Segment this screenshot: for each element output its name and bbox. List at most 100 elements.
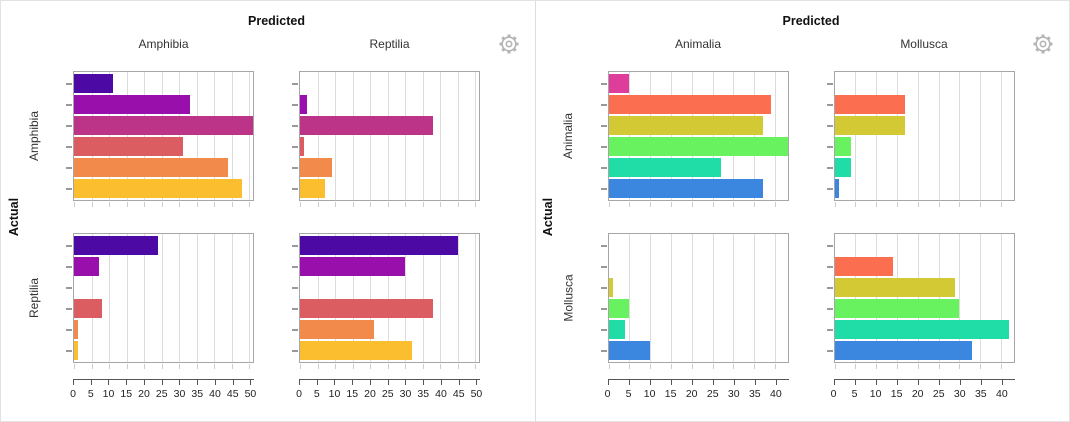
gridline [876,72,878,200]
settings-gear-icon[interactable] [496,32,522,58]
gridline [144,234,146,362]
bar[interactable] [74,299,103,318]
x-axis-tick-label: 35 [417,388,430,400]
settings-gear-icon[interactable] [1030,32,1056,58]
facet-bottom-tick [1001,364,1002,369]
gridline [855,72,857,200]
bar-row [600,256,788,277]
bar[interactable] [300,320,374,339]
bar[interactable] [834,137,852,156]
bar[interactable] [300,95,308,114]
facet-bottom-tick [457,202,459,207]
x-axis-tick [387,380,389,385]
x-axis-tick-label: 40 [435,388,447,400]
bar[interactable] [74,137,183,156]
bar-row [292,277,479,298]
y-axis-tick [292,187,298,190]
bar[interactable] [608,320,626,339]
bar[interactable] [608,74,630,93]
gridline [670,234,672,362]
bar[interactable] [74,158,229,177]
predicted-col-label: Amphibia [138,37,189,51]
x-axis-tick [232,380,234,385]
x-axis-tick [250,380,252,385]
x-axis-tick [73,380,74,385]
facet-bottom-tick [834,202,836,207]
gridline [712,234,714,362]
bar[interactable] [608,278,613,297]
bar[interactable] [74,257,99,276]
facet-bottom-tick [917,364,919,369]
y-axis-tick [66,187,72,190]
facet-bottom-tick [670,364,672,369]
y-axis-tick [600,349,607,352]
gridline [109,234,111,362]
bar[interactable] [300,341,413,360]
bar[interactable] [834,278,956,297]
bar[interactable] [608,137,788,156]
bar[interactable] [300,158,332,177]
bar-group [600,72,788,200]
bar[interactable] [608,179,763,198]
bar[interactable] [300,179,325,198]
x-axis-tick-label: 10 [328,388,341,400]
bar[interactable] [300,137,304,156]
bar-group [292,72,479,200]
gridline [959,72,961,200]
bar-row [826,277,1014,298]
x-axis-tick-label: 45 [226,388,239,400]
bar[interactable] [608,299,630,318]
bar-row [826,115,1014,136]
facet-bottom-tick [422,364,424,369]
facet-bottom-tick [650,202,652,207]
facet-bottom-tick [457,364,459,369]
bar[interactable] [74,320,78,339]
facet-bottom-tick [733,364,735,369]
bar[interactable] [74,74,113,93]
bar[interactable] [834,95,906,114]
facet-bottom-tick [144,364,146,369]
facet-bottom-tick [938,364,940,369]
bar[interactable] [834,299,960,318]
bar-row [600,319,788,340]
bar[interactable] [300,257,406,276]
facet-bottom-tick [980,202,982,207]
bar[interactable] [300,299,434,318]
x-axis: 0 5 10 15 20 25 30 35 40 [605,379,789,421]
facet-bottom-tick [650,364,652,369]
bar[interactable] [834,158,852,177]
gridline [691,234,693,362]
bar[interactable] [608,341,651,360]
bar[interactable] [300,236,458,255]
x-axis-tick [458,380,460,385]
y-axis-tick [292,349,298,352]
x-axis-tick [854,380,856,385]
bar-row [600,94,788,115]
facet-bottom-tick [405,202,407,207]
bar[interactable] [74,116,253,135]
bar[interactable] [608,116,763,135]
gridline [650,234,652,362]
bar[interactable] [300,116,434,135]
actual-row-label: Reptilia [27,277,41,319]
bar[interactable] [834,320,1010,339]
bar[interactable] [74,236,159,255]
bar[interactable] [74,95,190,114]
x-axis-tick-label: 10 [102,388,115,400]
actual-axis-title: Actual [7,197,22,237]
bar[interactable] [834,257,893,276]
bar[interactable] [608,158,721,177]
bar[interactable] [74,341,78,360]
gridline [959,234,961,362]
x-axis-tick-label: 20 [138,388,150,400]
bar[interactable] [834,116,906,135]
gridline [775,72,776,200]
y-axis-tick [292,244,298,247]
bar[interactable] [608,95,771,114]
gridline [896,72,898,200]
bar[interactable] [834,179,839,198]
gridline [896,234,898,362]
bar[interactable] [834,341,972,360]
bar[interactable] [74,179,243,198]
